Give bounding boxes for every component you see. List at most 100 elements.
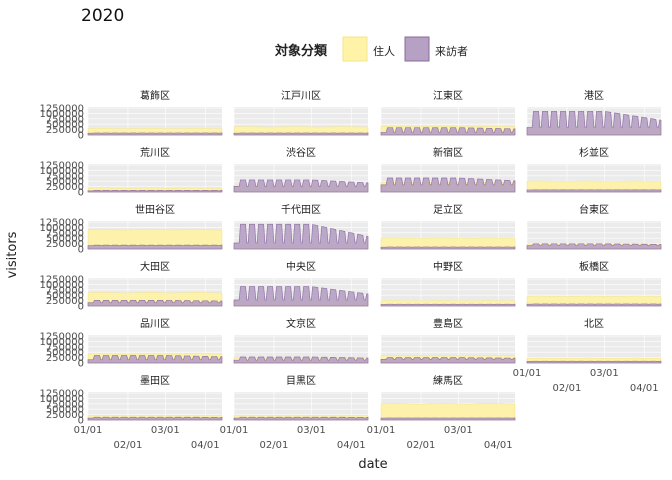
facet-panel: 足立区 xyxy=(380,203,516,250)
x-tick-label: 04/01 xyxy=(337,440,366,451)
facet-strip-label: 中央区 xyxy=(286,260,316,273)
y-tick-label: 750000 xyxy=(46,399,84,410)
x-tick-label: 01/01 xyxy=(367,425,396,436)
legend-key-resident xyxy=(342,36,368,62)
x-tick-label: 03/01 xyxy=(444,425,473,436)
facet-strip-label: 葛飾区 xyxy=(140,89,170,102)
series-visitor-area xyxy=(233,356,369,364)
y-tick-label: 1000000 xyxy=(39,394,84,405)
y-tick-label: 1000000 xyxy=(39,223,84,234)
facet-panel: 中央区 xyxy=(233,260,369,307)
x-tick-label: 02/01 xyxy=(114,440,143,451)
series-visitor-area xyxy=(87,132,223,136)
y-tick-label: 750000 xyxy=(46,285,84,296)
y-tick-label: 750000 xyxy=(46,171,84,182)
legend-label-resident: 住人 xyxy=(373,44,395,58)
y-tick-label: 0 xyxy=(78,359,84,370)
facet-strip-label: 北区 xyxy=(584,318,604,330)
facet-panel: 江東区 xyxy=(380,89,516,136)
x-tick-label: 02/01 xyxy=(260,440,289,451)
x-tick-label: 03/01 xyxy=(590,368,619,379)
facet-panel: 杉並区 xyxy=(526,146,662,193)
series-visitor-area xyxy=(380,177,516,193)
x-tick-label: 02/01 xyxy=(553,383,582,394)
series-visitor-area xyxy=(380,357,516,364)
facet-panel: 豊島区 xyxy=(380,317,516,364)
y-tick-label: 0 xyxy=(78,188,84,199)
series-visitor-area xyxy=(233,223,369,250)
y-tick-label: 500000 xyxy=(46,291,84,302)
series-visitor-area xyxy=(233,416,369,421)
facet-strip-label: 荒川区 xyxy=(140,147,170,159)
x-tick-label: 01/01 xyxy=(220,425,249,436)
y-tick-label: 500000 xyxy=(46,177,84,188)
y-tick-label: 750000 xyxy=(46,114,84,125)
facet-panel: 目黒区 xyxy=(233,375,369,421)
series-resident-area xyxy=(526,180,662,193)
x-tick-label: 04/01 xyxy=(484,440,513,451)
x-axis-label: date xyxy=(358,457,387,472)
panel-background xyxy=(88,164,222,192)
y-tick-label: 250000 xyxy=(46,239,84,250)
y-axis-label: visitors xyxy=(5,231,20,278)
facet-strip-label: 豊島区 xyxy=(433,317,463,330)
x-tick-label: 01/01 xyxy=(513,368,542,379)
y-tick-label: 500000 xyxy=(46,348,84,359)
x-tick-label: 03/01 xyxy=(151,425,180,436)
y-tick-label: 0 xyxy=(78,416,84,427)
y-tick-label: 1000000 xyxy=(39,280,84,291)
series-visitor-area xyxy=(233,286,369,307)
series-resident-area xyxy=(87,228,223,250)
facet-panel: 台東区 xyxy=(526,203,662,250)
x-tick-label: 01/01 xyxy=(74,425,103,436)
facet-panel: 板橋区 xyxy=(526,260,662,307)
series-resident-area xyxy=(380,237,516,250)
y-tick-label: 250000 xyxy=(46,296,84,307)
series-resident-area xyxy=(526,295,662,307)
y-tick-label: 250000 xyxy=(46,410,84,421)
chart-title: 2020 xyxy=(81,6,124,26)
series-visitor-area xyxy=(87,416,223,421)
y-tick-label: 1000000 xyxy=(39,109,84,120)
y-tick-label: 500000 xyxy=(46,405,84,416)
facet-strip-label: 千代田区 xyxy=(281,204,321,216)
series-visitor-area xyxy=(380,246,516,250)
series-visitor-area xyxy=(233,179,369,193)
facet-strip-label: 渋谷区 xyxy=(286,146,316,159)
facet-strip-label: 江戸川区 xyxy=(281,90,321,102)
facet-panel: 千代田区 xyxy=(233,204,369,250)
panel-background xyxy=(88,392,222,420)
facet-panel: 練馬区 xyxy=(380,374,516,421)
series-visitor-area xyxy=(380,417,516,421)
series-visitor-area xyxy=(526,303,662,307)
facet-panel: 港区 xyxy=(526,90,662,136)
series-resident-area xyxy=(380,403,516,421)
series-visitor-area xyxy=(526,110,662,136)
facet-panel: 文京区 xyxy=(233,317,369,364)
facet-strip-label: 墨田区 xyxy=(140,375,170,387)
y-tick-label: 250000 xyxy=(46,182,84,193)
legend-key-visitor xyxy=(404,36,430,62)
facet-panels: 葛飾区125000010000007500005000002500000江戸川区… xyxy=(39,89,662,451)
series-visitor-area xyxy=(87,300,223,307)
legend: 対象分類 住人 来訪者 xyxy=(274,36,468,62)
y-tick-label: 500000 xyxy=(46,120,84,131)
y-tick-label: 1250000 xyxy=(39,389,84,400)
y-tick-label: 1000000 xyxy=(39,337,84,348)
facet-strip-label: 台東区 xyxy=(579,203,609,216)
y-tick-label: 0 xyxy=(78,245,84,256)
facet-panel: 新宿区 xyxy=(380,146,516,193)
facet-strip-label: 足立区 xyxy=(433,203,463,216)
y-tick-label: 1250000 xyxy=(39,161,84,172)
facet-strip-label: 品川区 xyxy=(140,318,170,330)
series-visitor-area xyxy=(380,303,516,307)
y-tick-label: 750000 xyxy=(46,228,84,239)
series-visitor-area xyxy=(526,243,662,250)
series-visitor-area xyxy=(526,189,662,193)
y-tick-label: 250000 xyxy=(46,353,84,364)
y-tick-label: 500000 xyxy=(46,234,84,245)
